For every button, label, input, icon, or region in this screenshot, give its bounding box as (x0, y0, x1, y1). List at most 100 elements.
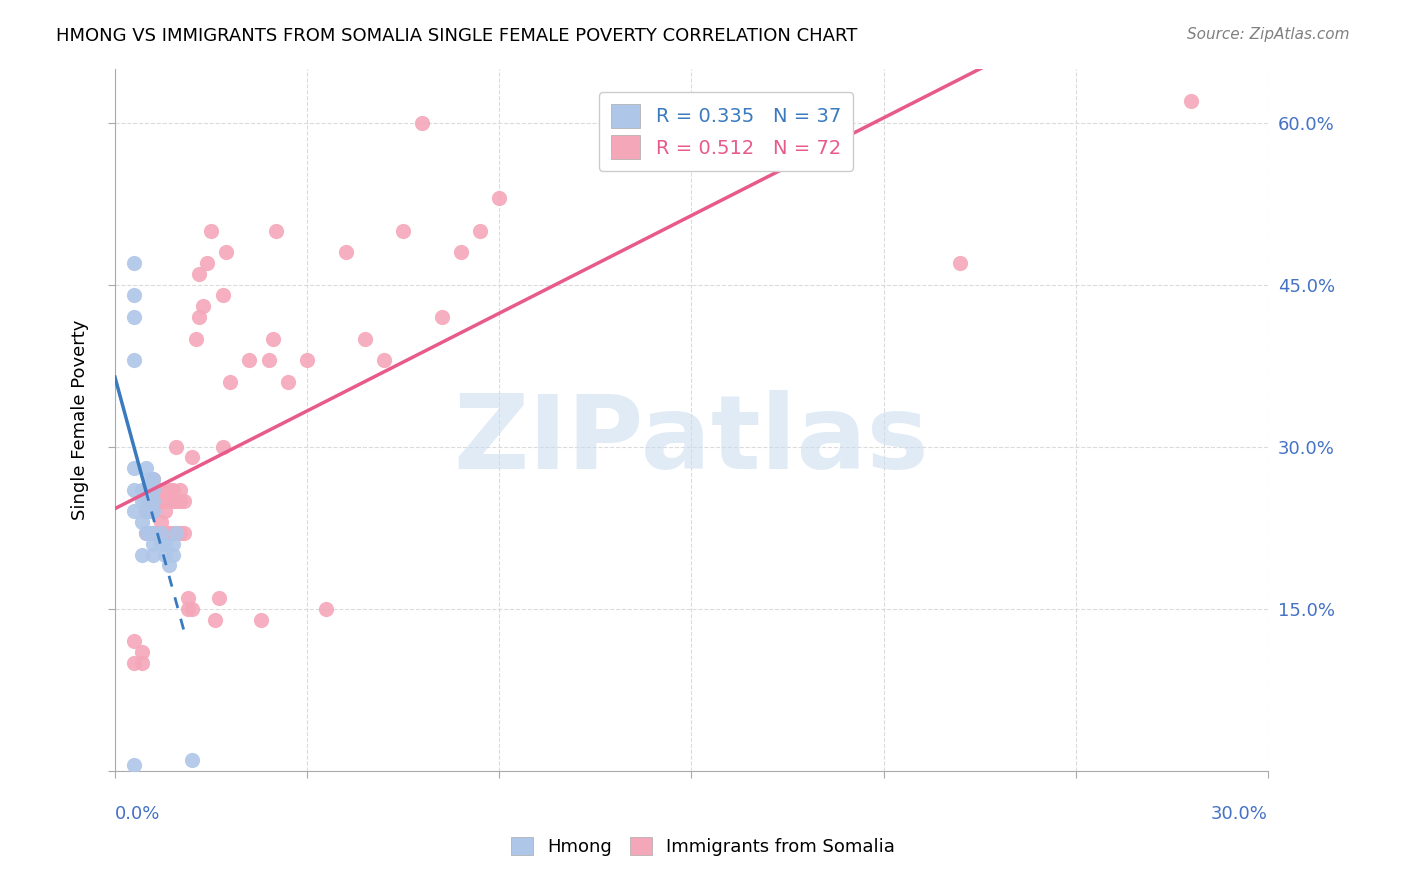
Point (157, 526, 180, 541)
Point (150, 483, 173, 497)
Point (162, 548, 184, 562)
Point (135, 504, 157, 518)
Point (131, 645, 153, 659)
Point (262, 332, 284, 346)
Point (135, 526, 157, 541)
Point (430, 310, 453, 324)
Point (142, 504, 165, 518)
Point (150, 537, 173, 551)
Point (169, 483, 191, 497)
Point (211, 288, 233, 302)
Point (135, 526, 157, 541)
Point (373, 353, 395, 368)
Point (266, 223, 288, 237)
Point (238, 353, 260, 368)
Legend: Hmong, Immigrants from Somalia: Hmong, Immigrants from Somalia (502, 828, 904, 865)
Point (1180, 94, 1202, 108)
Point (138, 504, 160, 518)
Point (142, 483, 165, 497)
Point (138, 493, 160, 508)
Point (138, 493, 160, 508)
Point (122, 461, 145, 475)
Point (295, 353, 318, 368)
Point (169, 493, 191, 508)
Point (135, 483, 157, 497)
Legend: R = 0.335   N = 37, R = 0.512   N = 72: R = 0.335 N = 37, R = 0.512 N = 72 (599, 92, 852, 171)
Text: Source: ZipAtlas.com: Source: ZipAtlas.com (1187, 27, 1350, 42)
Point (411, 115, 433, 129)
Point (450, 245, 472, 260)
Point (142, 504, 165, 518)
Text: 30.0%: 30.0% (1211, 805, 1268, 823)
Point (180, 450, 202, 465)
Point (208, 591, 231, 605)
Point (353, 332, 375, 346)
Point (153, 548, 176, 562)
Point (150, 493, 173, 508)
Point (131, 548, 153, 562)
Point (153, 537, 176, 551)
Point (193, 299, 215, 313)
Point (122, 656, 145, 670)
Y-axis label: Single Female Poverty: Single Female Poverty (72, 319, 89, 520)
Point (200, 223, 222, 237)
Point (122, 288, 145, 302)
Point (392, 223, 415, 237)
Point (219, 375, 242, 389)
Point (150, 526, 173, 541)
Point (138, 472, 160, 486)
Point (122, 483, 145, 497)
Point (122, 310, 145, 324)
Point (135, 461, 157, 475)
Point (157, 483, 180, 497)
Point (122, 758, 145, 772)
Point (153, 504, 176, 518)
Point (188, 310, 211, 324)
Point (184, 332, 207, 346)
Point (277, 375, 299, 389)
Point (135, 493, 157, 508)
Point (142, 493, 165, 508)
Point (257, 353, 280, 368)
Point (165, 493, 187, 508)
Point (315, 601, 337, 615)
Point (138, 504, 160, 518)
Point (180, 601, 202, 615)
Point (153, 493, 176, 508)
Point (162, 483, 184, 497)
Point (157, 558, 180, 573)
Point (173, 493, 195, 508)
Point (195, 256, 218, 270)
Point (211, 440, 233, 454)
Point (169, 526, 191, 541)
Point (142, 472, 165, 486)
Point (122, 504, 145, 518)
Point (162, 537, 184, 551)
Point (142, 493, 165, 508)
Point (468, 223, 491, 237)
Point (165, 526, 187, 541)
Point (138, 526, 160, 541)
Point (165, 526, 187, 541)
Point (146, 493, 169, 508)
Point (131, 516, 153, 530)
Point (142, 472, 165, 486)
Point (188, 267, 211, 281)
Point (131, 493, 153, 508)
Point (142, 483, 165, 497)
Point (162, 526, 184, 541)
Point (177, 591, 200, 605)
Point (142, 526, 165, 541)
Point (177, 601, 200, 615)
Point (180, 753, 202, 767)
Point (131, 483, 153, 497)
Point (173, 526, 195, 541)
Point (150, 516, 173, 530)
Point (135, 504, 157, 518)
Point (131, 656, 153, 670)
Point (165, 440, 187, 454)
Text: HMONG VS IMMIGRANTS FROM SOMALIA SINGLE FEMALE POVERTY CORRELATION CHART: HMONG VS IMMIGRANTS FROM SOMALIA SINGLE … (56, 27, 858, 45)
Point (146, 526, 169, 541)
Text: ZIPatlas: ZIPatlas (454, 390, 929, 491)
Point (215, 245, 238, 260)
